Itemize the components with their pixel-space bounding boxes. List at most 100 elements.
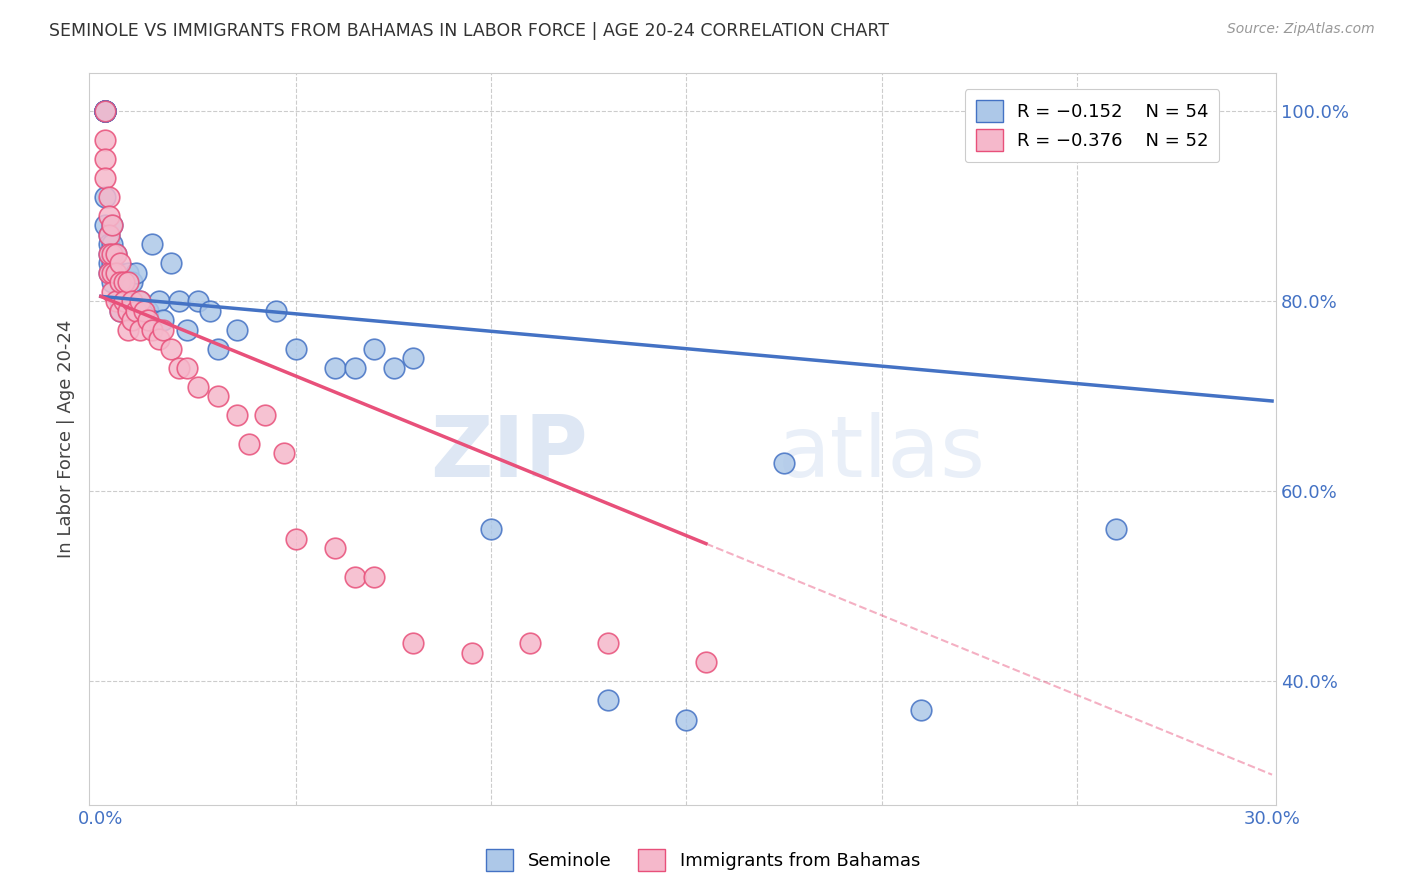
- Point: [160, 342, 183, 356]
- Point: [141, 323, 163, 337]
- Point: [93, 152, 115, 166]
- Point: [176, 360, 198, 375]
- Point: [101, 266, 124, 280]
- Legend: Seminole, Immigrants from Bahamas: Seminole, Immigrants from Bahamas: [478, 842, 928, 879]
- Point: [101, 285, 124, 299]
- Point: [110, 256, 132, 270]
- Point: [167, 360, 190, 375]
- Point: [343, 360, 366, 375]
- Point: [93, 103, 115, 118]
- Point: [93, 132, 115, 146]
- Legend: R = −0.152    N = 54, R = −0.376    N = 52: R = −0.152 N = 54, R = −0.376 N = 52: [965, 89, 1219, 162]
- Point: [136, 303, 159, 318]
- Point: [187, 294, 209, 309]
- Point: [343, 570, 366, 584]
- Point: [773, 456, 796, 470]
- Point: [97, 237, 120, 252]
- Point: [97, 246, 120, 260]
- Point: [675, 713, 697, 727]
- Point: [238, 437, 260, 451]
- Point: [110, 294, 132, 309]
- Point: [402, 636, 425, 650]
- Point: [112, 294, 135, 309]
- Point: [187, 380, 209, 394]
- Point: [152, 313, 174, 327]
- Point: [148, 294, 170, 309]
- Point: [101, 237, 124, 252]
- Point: [128, 294, 150, 309]
- Y-axis label: In Labor Force | Age 20-24: In Labor Force | Age 20-24: [58, 320, 75, 558]
- Point: [112, 275, 135, 289]
- Point: [273, 446, 295, 460]
- Point: [148, 332, 170, 346]
- Point: [101, 218, 124, 232]
- Text: atlas: atlas: [778, 412, 986, 495]
- Point: [598, 636, 620, 650]
- Point: [136, 313, 159, 327]
- Point: [382, 360, 405, 375]
- Point: [910, 703, 932, 717]
- Point: [176, 323, 198, 337]
- Point: [117, 303, 139, 318]
- Point: [101, 246, 124, 260]
- Point: [93, 103, 115, 118]
- Point: [117, 275, 139, 289]
- Point: [160, 256, 183, 270]
- Point: [128, 323, 150, 337]
- Point: [93, 189, 115, 203]
- Point: [1105, 522, 1128, 536]
- Point: [125, 303, 148, 318]
- Point: [207, 342, 229, 356]
- Point: [598, 693, 620, 707]
- Point: [226, 323, 249, 337]
- Point: [323, 360, 346, 375]
- Point: [121, 313, 143, 327]
- Point: [460, 646, 482, 660]
- Point: [112, 294, 135, 309]
- Point: [101, 275, 124, 289]
- Point: [226, 409, 249, 423]
- Point: [117, 266, 139, 280]
- Point: [105, 246, 128, 260]
- Point: [105, 266, 128, 280]
- Point: [323, 541, 346, 556]
- Point: [97, 227, 120, 242]
- Point: [97, 256, 120, 270]
- Point: [125, 266, 148, 280]
- Point: [266, 303, 288, 318]
- Point: [402, 351, 425, 366]
- Point: [167, 294, 190, 309]
- Point: [97, 266, 120, 280]
- Point: [105, 294, 128, 309]
- Point: [110, 275, 132, 289]
- Point: [105, 266, 128, 280]
- Point: [93, 103, 115, 118]
- Point: [198, 303, 221, 318]
- Point: [121, 294, 143, 309]
- Point: [97, 209, 120, 223]
- Point: [97, 246, 120, 260]
- Point: [97, 189, 120, 203]
- Point: [128, 294, 150, 309]
- Point: [117, 323, 139, 337]
- Point: [93, 170, 115, 185]
- Point: [207, 389, 229, 403]
- Point: [93, 218, 115, 232]
- Point: [363, 570, 385, 584]
- Point: [285, 532, 308, 546]
- Point: [519, 636, 541, 650]
- Point: [112, 275, 135, 289]
- Point: [110, 275, 132, 289]
- Point: [93, 103, 115, 118]
- Point: [93, 103, 115, 118]
- Point: [93, 103, 115, 118]
- Point: [121, 275, 143, 289]
- Text: Source: ZipAtlas.com: Source: ZipAtlas.com: [1227, 22, 1375, 37]
- Point: [132, 303, 155, 318]
- Point: [93, 103, 115, 118]
- Point: [105, 246, 128, 260]
- Point: [285, 342, 308, 356]
- Text: SEMINOLE VS IMMIGRANTS FROM BAHAMAS IN LABOR FORCE | AGE 20-24 CORRELATION CHART: SEMINOLE VS IMMIGRANTS FROM BAHAMAS IN L…: [49, 22, 889, 40]
- Point: [101, 256, 124, 270]
- Text: ZIP: ZIP: [430, 412, 588, 495]
